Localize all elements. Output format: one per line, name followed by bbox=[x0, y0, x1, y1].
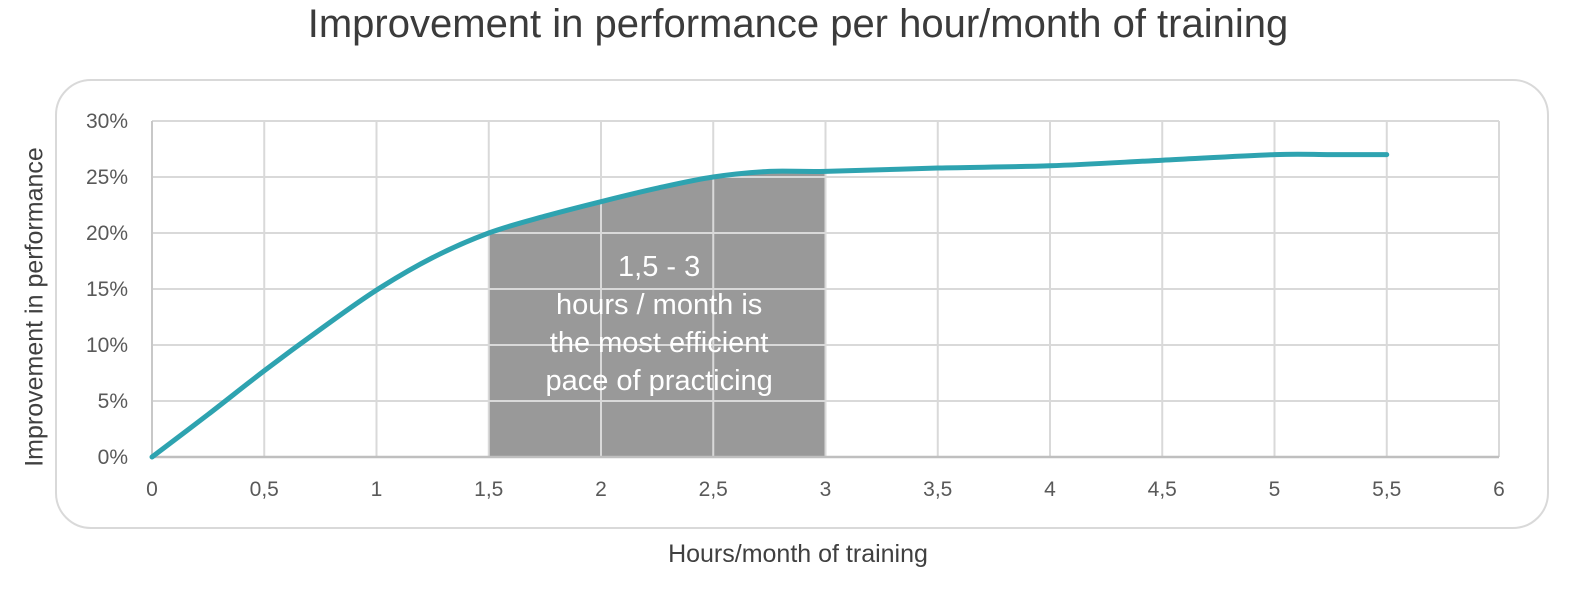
x-tick-label: 1,5 bbox=[474, 478, 503, 501]
x-tick-label: 3,5 bbox=[923, 478, 952, 501]
series-line bbox=[149, 151, 1390, 460]
grid-layer bbox=[152, 120, 1500, 457]
x-tick-label: 4,5 bbox=[1148, 478, 1177, 501]
y-tick-label: 0% bbox=[98, 446, 128, 469]
axis-layer bbox=[151, 121, 1499, 459]
x-tick-label: 0,5 bbox=[250, 478, 279, 501]
highlight-region bbox=[488, 171, 826, 457]
x-tick-label: 1 bbox=[371, 478, 383, 501]
series-layer bbox=[149, 151, 1390, 460]
chart-title: Improvement in performance per hour/mont… bbox=[307, 2, 1289, 46]
x-tick-label: 6 bbox=[1493, 478, 1505, 501]
x-tick-label: 5 bbox=[1269, 478, 1281, 501]
y-tick-label: 5% bbox=[98, 390, 128, 413]
highlight-layer bbox=[488, 171, 826, 457]
y-tick-label: 30% bbox=[86, 110, 128, 133]
y-tick-label: 15% bbox=[86, 278, 128, 301]
annotation-line: pace of practicing bbox=[545, 365, 772, 397]
x-tick-label: 2 bbox=[595, 478, 607, 501]
chart-frame bbox=[55, 79, 1549, 529]
y-tick-label: 20% bbox=[86, 222, 128, 245]
x-tick-label: 5,5 bbox=[1372, 478, 1401, 501]
x-tick-labels: 0 0,5 1 1,5 2 2,5 3 3,5 4 4,5 5 5,5 6 bbox=[146, 478, 1505, 501]
annotation-line: 1,5 - 3 bbox=[618, 251, 700, 283]
x-tick-label: 4 bbox=[1044, 478, 1056, 501]
annotation-line: the most efficient bbox=[550, 327, 769, 359]
annotation-line: hours / month is bbox=[556, 289, 762, 321]
x-tick-label: 0 bbox=[146, 478, 158, 501]
annotation-layer: 1,5 - 3 hours / month is the most efficien… bbox=[545, 251, 772, 397]
y-tick-label: 25% bbox=[86, 166, 128, 189]
x-tick-label: 3 bbox=[820, 478, 832, 501]
x-tick-label: 2,5 bbox=[699, 478, 728, 501]
y-tick-label: 10% bbox=[86, 334, 128, 357]
x-axis-label: Hours/month of training bbox=[668, 540, 928, 568]
y-tick-labels: 0% 5% 10% 15% 20% 25% 30% bbox=[86, 110, 128, 469]
